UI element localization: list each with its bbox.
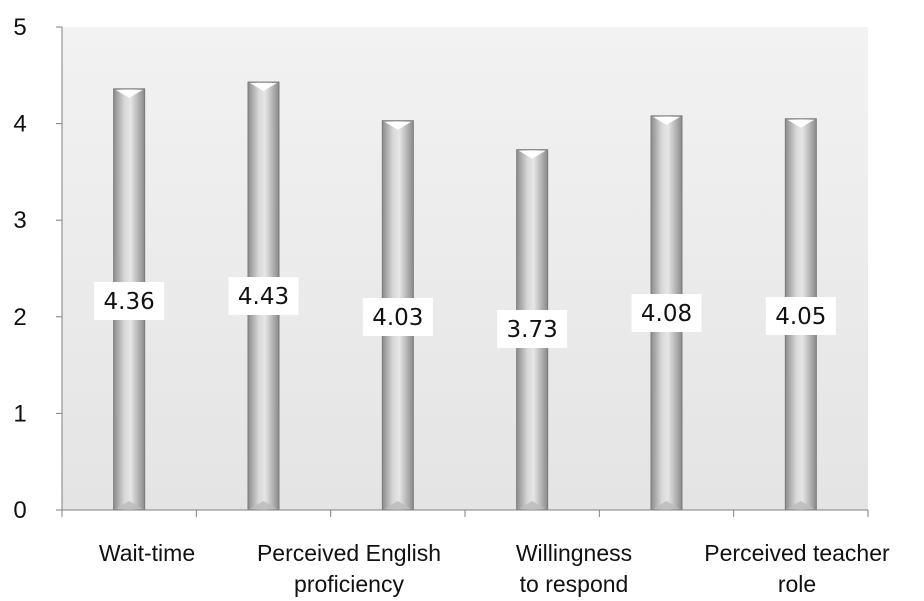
data-label: 4.43 — [228, 277, 299, 315]
category-label-line: Wait-time — [99, 540, 195, 566]
category-label-line: Perceived teacher — [704, 540, 890, 566]
y-tick-label: 1 — [13, 400, 26, 427]
data-label-text: 4.05 — [775, 304, 826, 330]
data-label: 4.05 — [765, 297, 836, 335]
category-label-line: Willingness — [516, 540, 632, 566]
y-tick-label: 5 — [13, 14, 26, 41]
data-label-text: 4.36 — [104, 289, 155, 315]
category-label: Perceived English proficiency — [257, 540, 441, 597]
data-label: 4.03 — [362, 298, 433, 336]
data-label-text: 4.43 — [238, 284, 289, 310]
data-label-text: 3.73 — [507, 317, 558, 343]
category-labels: Wait-time Perceived English proficiency Wil… — [99, 540, 890, 597]
y-tick-labels: 0 1 2 3 4 5 — [13, 14, 26, 524]
category-label: Wait-time — [99, 540, 195, 566]
bars — [113, 81, 817, 511]
data-label-text: 4.08 — [641, 301, 692, 327]
category-label-line: to respond — [520, 571, 629, 597]
category-label-line: proficiency — [294, 571, 404, 597]
data-label-text: 4.03 — [372, 305, 423, 331]
category-label: Willingness to respond — [516, 540, 632, 597]
axes — [56, 26, 869, 517]
category-label-line: Perceived English — [257, 540, 441, 566]
category-label: Perceived teacher role — [704, 540, 890, 597]
y-tick-label: 2 — [13, 304, 26, 331]
data-label: 3.73 — [497, 310, 568, 348]
y-tick-label: 3 — [13, 207, 26, 234]
plot-area — [62, 27, 868, 510]
data-label: 4.36 — [94, 282, 165, 320]
category-label-line: role — [778, 571, 816, 597]
y-tick-label: 4 — [13, 111, 26, 138]
y-tick-label: 0 — [13, 497, 26, 524]
data-labels: 4.36 4.43 4.03 3.73 4.08 4.05 — [94, 277, 836, 348]
data-label: 4.08 — [631, 294, 702, 332]
